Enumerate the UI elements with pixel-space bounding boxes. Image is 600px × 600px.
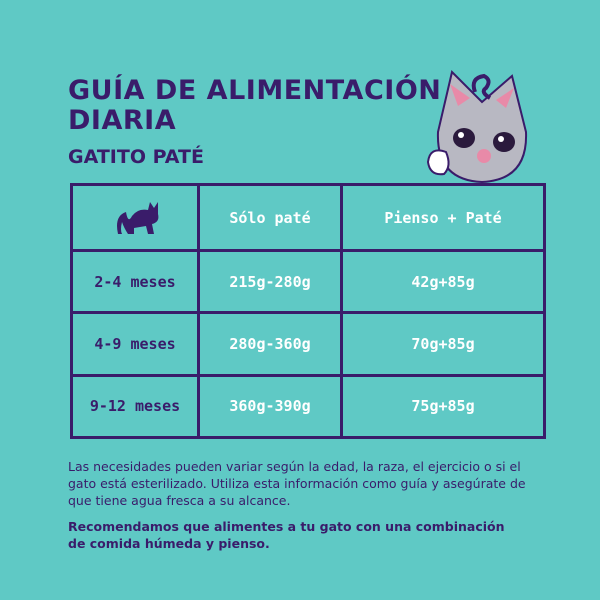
column-header: Pienso + Paté bbox=[340, 183, 546, 252]
note-line: de comida húmeda y pienso. bbox=[68, 536, 270, 551]
value-cell: 42g+85g bbox=[340, 248, 546, 315]
feeding-table: Sólo paté Pienso + Paté 2-4 meses 215g-2… bbox=[70, 183, 546, 440]
recommendation: Recomendamos que alimentes a tu gato con… bbox=[68, 518, 505, 552]
note-line: gato está esterilizado. Utiliza esta inf… bbox=[68, 476, 526, 491]
title-line: GUÍA DE ALIMENTACIÓN bbox=[68, 75, 442, 106]
cat-silhouette bbox=[117, 201, 159, 234]
value-cell: 280g-360g bbox=[196, 311, 344, 377]
note-line: Las necesidades pueden variar según la e… bbox=[68, 459, 521, 474]
row: 4-9 meses 280g-360g 70g+85g bbox=[70, 311, 546, 377]
title-line: DIARIA bbox=[68, 105, 177, 136]
row: 9-12 meses 360g-390g 75g+85g bbox=[70, 373, 546, 440]
age-cell: 9-12 meses bbox=[70, 373, 200, 440]
cat-icon-cell bbox=[70, 183, 200, 252]
cat-illustration bbox=[426, 70, 528, 184]
note-line: que tiene agua fresca a su alcance. bbox=[68, 493, 291, 508]
header-row: Sólo paté Pienso + Paté bbox=[70, 183, 546, 252]
row: 2-4 meses 215g-280g 42g+85g bbox=[70, 248, 546, 315]
age-cell: 2-4 meses bbox=[70, 248, 200, 315]
value-cell: 70g+85g bbox=[340, 311, 546, 377]
age-cell: 4-9 meses bbox=[70, 311, 200, 377]
note: Las necesidades pueden variar según la e… bbox=[68, 458, 526, 509]
column-header: Sólo paté bbox=[196, 183, 344, 252]
title: GUÍA DE ALIMENTACIÓN DIARIA bbox=[68, 76, 441, 136]
value-cell: 75g+85g bbox=[340, 373, 546, 440]
value-cell: 215g-280g bbox=[196, 248, 344, 315]
note-line: Recomendamos que alimentes a tu gato con… bbox=[68, 519, 505, 534]
subtitle: GATITO PATÉ bbox=[68, 146, 204, 168]
value-cell: 360g-390g bbox=[196, 373, 344, 440]
